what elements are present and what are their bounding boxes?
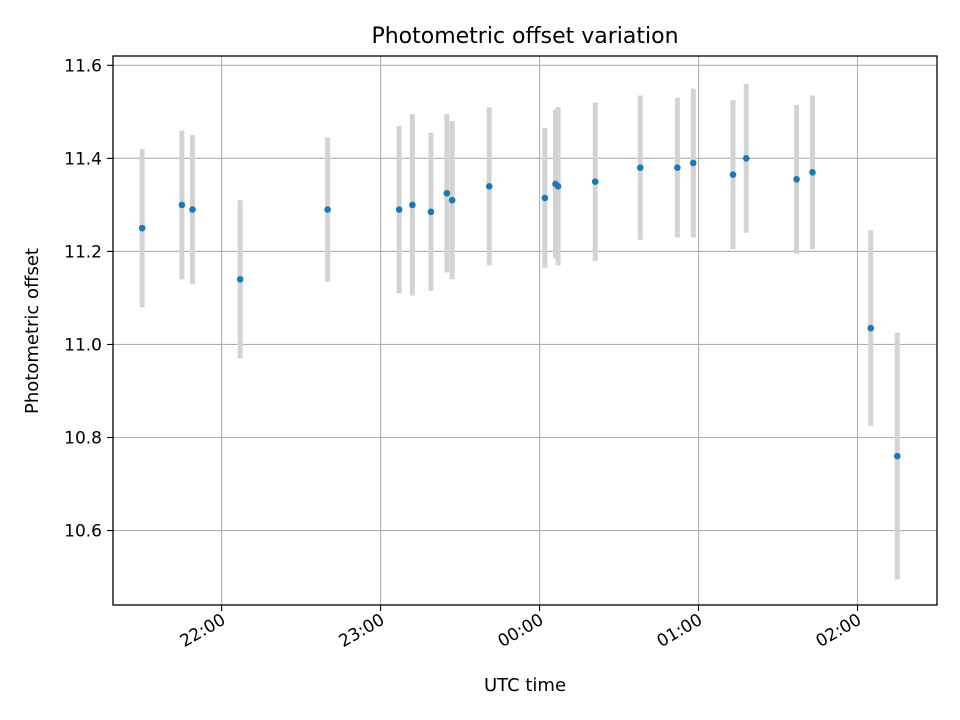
- y-tick-label: 11.6: [64, 56, 102, 76]
- y-axis-label: Photometric offset: [22, 248, 43, 414]
- data-point: [138, 224, 146, 232]
- data-point: [554, 182, 562, 190]
- data-point: [189, 206, 196, 213]
- data-point: [742, 155, 750, 162]
- y-axis: 10.6 10.8 11.0 11.2 11.4 11.6: [64, 56, 113, 542]
- y-tick-label: 11.0: [64, 335, 102, 355]
- data-point: [674, 164, 681, 171]
- chart-title: Photometric offset variation: [371, 24, 678, 49]
- plot-frame: [112, 55, 938, 606]
- data-point: [236, 276, 244, 283]
- data-point: [324, 206, 331, 213]
- y-tick-label: 11.4: [64, 149, 102, 169]
- data-point: [409, 201, 416, 209]
- data-point: [541, 194, 549, 202]
- data-point: [893, 452, 901, 460]
- data-point: [448, 196, 456, 204]
- data-point: [395, 206, 403, 213]
- y-tick-label: 11.2: [64, 242, 102, 262]
- data-point: [809, 169, 816, 176]
- y-tick-label: 10.8: [64, 429, 102, 449]
- grid-lines: [113, 56, 937, 605]
- y-tick-label: 10.6: [64, 522, 102, 542]
- data-point: [636, 164, 644, 171]
- data-point: [178, 201, 186, 209]
- data-point: [729, 171, 737, 178]
- data-point: [591, 178, 599, 185]
- data-point: [485, 182, 493, 190]
- x-axis-label: UTC time: [484, 675, 566, 696]
- data-points: [138, 155, 901, 460]
- data-point: [867, 324, 875, 332]
- data-point: [443, 189, 451, 197]
- data-point: [689, 159, 697, 167]
- data-point: [427, 208, 435, 216]
- data-point: [793, 175, 800, 183]
